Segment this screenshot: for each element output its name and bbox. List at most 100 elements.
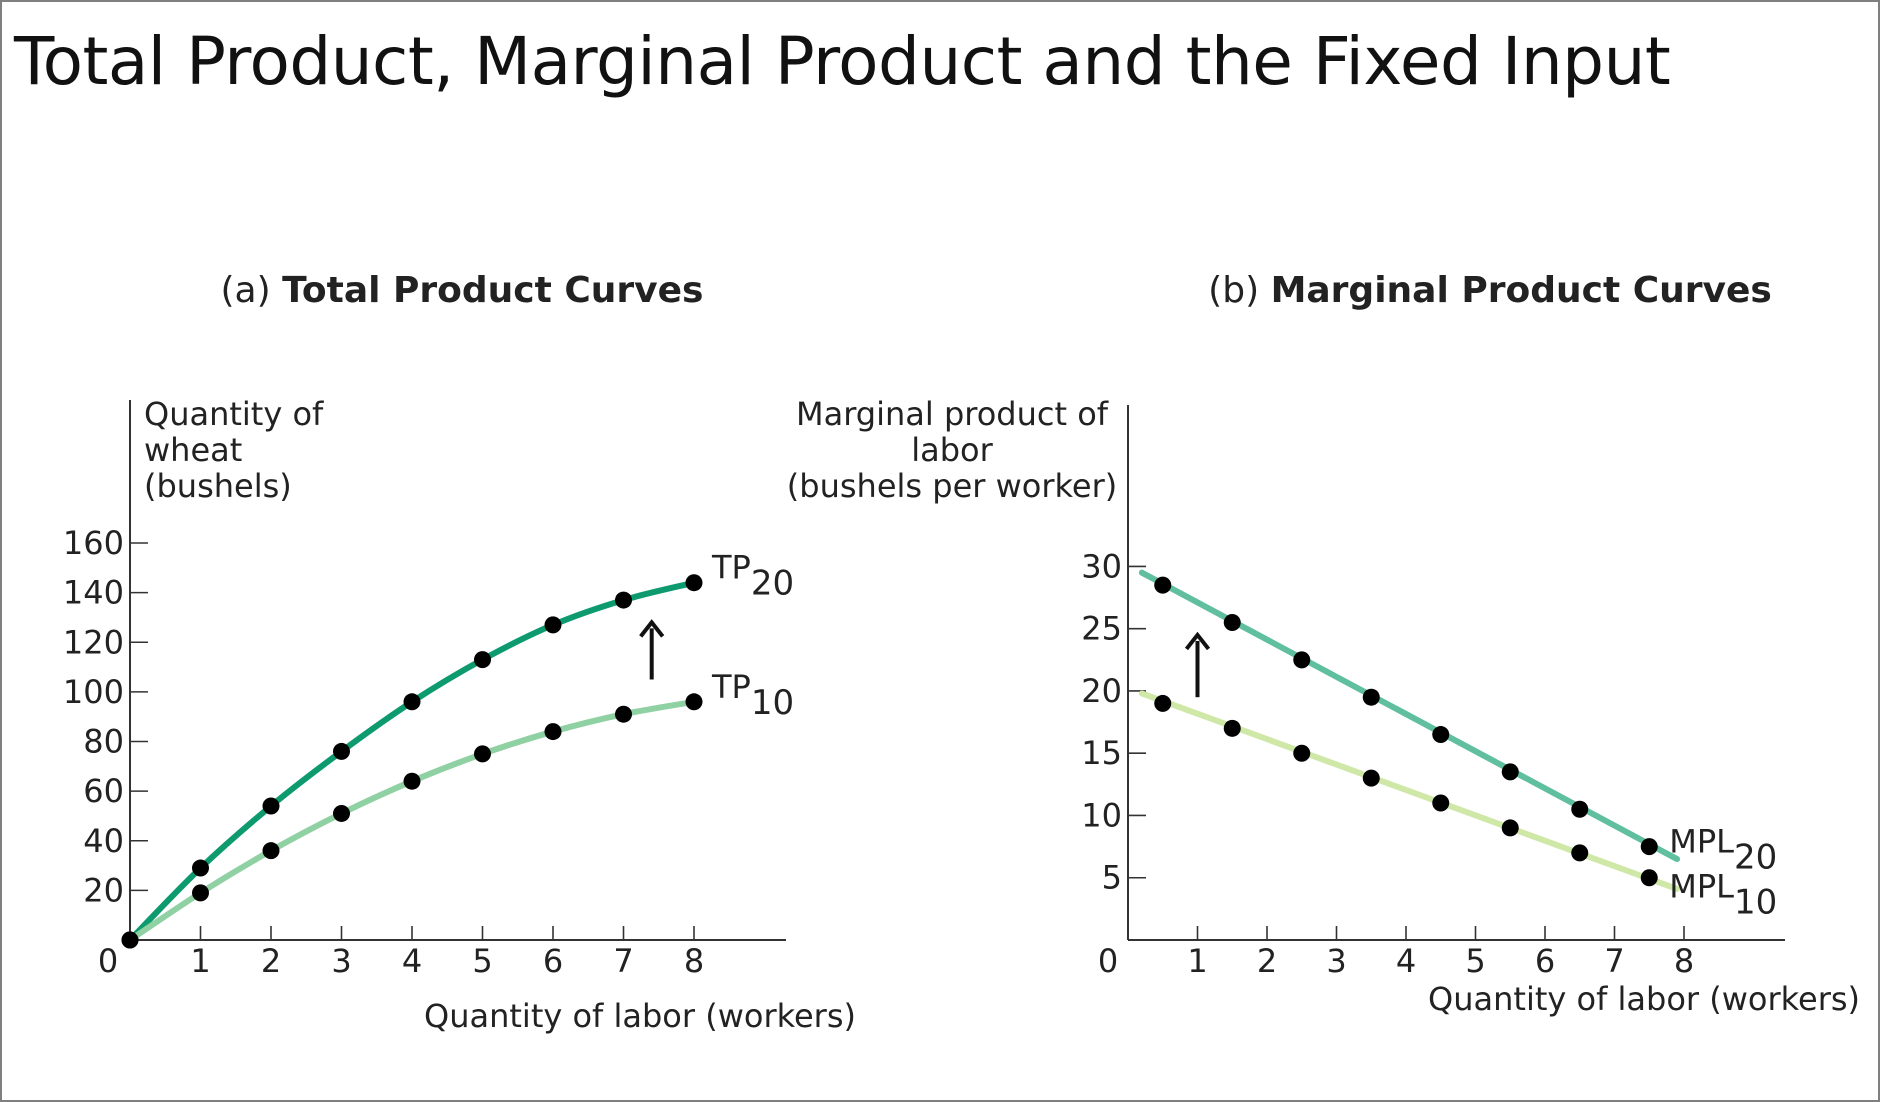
data-point-tp20-3 [262, 797, 280, 815]
series-label-subscript: 10 [751, 683, 794, 723]
data-point-tp10-5 [403, 772, 421, 790]
data-point-mpl10-3 [1293, 744, 1311, 762]
data-point-tp20-5 [403, 693, 421, 711]
data-point-mpl10-5 [1432, 794, 1450, 812]
x-tick-label-tp-7: 7 [613, 942, 633, 980]
y-tick-label-tp-160: 160 [63, 524, 124, 562]
y-tick-label-tp-40: 40 [83, 822, 124, 860]
series-label-subscript: 20 [751, 564, 794, 604]
origin-label-tp: 0 [98, 942, 118, 980]
data-point-mpl20-4 [1362, 688, 1380, 706]
x-tick-label-tp-6: 6 [543, 942, 563, 980]
data-point-tp10-9 [685, 693, 703, 711]
data-point-mpl20-8 [1640, 838, 1658, 856]
series-label-mpl20: MPL20 [1669, 823, 1777, 878]
data-point-tp20-2 [192, 859, 209, 877]
data-point-tp20-9 [685, 574, 703, 592]
y-tick-label-tp-100: 100 [63, 673, 124, 711]
data-point-mpl10-1 [1154, 694, 1172, 712]
shift-arrow-head-tp [639, 619, 665, 638]
marginal-product-chart: (b) Marginal Product Curves Marginal prod… [787, 270, 1860, 1018]
x-tick-label-mpl-8: 8 [1674, 942, 1694, 980]
data-point-tp10-7 [544, 723, 562, 741]
series-label-subscript: 10 [1734, 883, 1777, 923]
x-tick-label-mpl-4: 4 [1396, 942, 1416, 980]
data-point-tp10-4 [333, 804, 350, 822]
series-label-mpl10: MPL10 [1669, 868, 1777, 923]
series-label-name: MPL [1669, 823, 1734, 861]
data-point-mpl20-2 [1223, 613, 1241, 631]
data-point-tp10-1 [121, 931, 139, 949]
y-tick-label-mpl-15: 15 [1081, 734, 1122, 772]
series-line-mpl10 [1138, 690, 1681, 892]
x-axis-label-mpl: Quantity of labor (workers) [1428, 980, 1860, 1018]
chart-title-prefix: (b) [1208, 270, 1270, 311]
y-axis-label-mpl-line-2: labor [911, 431, 993, 469]
data-point-mpl20-5 [1432, 726, 1450, 744]
x-axis-label-tp: Quantity of labor (workers) [424, 997, 856, 1035]
x-tick-label-mpl-3: 3 [1326, 942, 1346, 980]
chart-title-name: Total Product Curves [282, 270, 703, 311]
data-point-mpl20-7 [1571, 800, 1589, 818]
series-label-tp10: TP10 [711, 668, 794, 723]
x-tick-label-mpl-6: 6 [1535, 942, 1555, 980]
y-tick-label-mpl-25: 25 [1081, 610, 1122, 648]
x-tick-label-tp-4: 4 [402, 942, 422, 980]
series-line-tp10 [127, 698, 697, 943]
y-tick-label-mpl-30: 30 [1081, 547, 1122, 585]
y-axis-label-tp-line-2: wheat [144, 431, 242, 469]
y-tick-label-tp-60: 60 [83, 772, 124, 810]
chart-title-tp: (a) Total Product Curves [221, 270, 704, 311]
series-label-name: MPL [1669, 868, 1734, 906]
x-tick-label-tp-8: 8 [684, 942, 704, 980]
total-product-chart: (a) Total Product Curves Quantity ofwheat… [63, 270, 856, 1035]
y-axis-label-tp-line-1: Quantity of [144, 395, 324, 433]
shift-arrow-head-mpl [1184, 631, 1211, 651]
y-tick-label-tp-80: 80 [83, 723, 124, 761]
chart-title-mpl: (b) Marginal Product Curves [1208, 270, 1772, 311]
data-point-tp10-3 [262, 842, 280, 860]
data-point-mpl10-7 [1571, 844, 1589, 862]
y-tick-label-mpl-5: 5 [1102, 859, 1122, 897]
chart-title-prefix: (a) [221, 270, 283, 311]
series-label-name: TP [711, 668, 751, 706]
data-point-tp20-6 [474, 651, 491, 669]
y-tick-label-mpl-20: 20 [1081, 672, 1122, 710]
x-tick-label-tp-1: 1 [190, 942, 210, 980]
data-point-mpl10-2 [1223, 719, 1241, 737]
data-point-mpl20-6 [1501, 763, 1519, 781]
data-point-mpl10-4 [1362, 769, 1380, 787]
y-axis-label-mpl-line-1: Marginal product of [796, 395, 1109, 433]
y-axis-label-mpl-line-3: (bushels per worker) [787, 467, 1117, 505]
data-point-tp20-7 [544, 616, 562, 634]
series-line-mpl20 [1138, 569, 1681, 863]
data-point-tp20-4 [333, 742, 350, 760]
data-point-mpl10-8 [1640, 869, 1658, 887]
x-tick-label-tp-3: 3 [331, 942, 351, 980]
series-label-name: TP [711, 549, 751, 587]
x-tick-label-tp-2: 2 [261, 942, 281, 980]
y-axis-label-tp-line-3: (bushels) [144, 467, 292, 505]
y-tick-label-tp-140: 140 [63, 574, 124, 612]
data-point-tp10-6 [474, 745, 491, 763]
data-point-mpl20-3 [1293, 651, 1311, 669]
x-tick-label-mpl-1: 1 [1187, 942, 1207, 980]
x-tick-label-mpl-2: 2 [1257, 942, 1277, 980]
y-tick-label-mpl-10: 10 [1081, 796, 1122, 834]
data-point-tp10-8 [615, 705, 632, 723]
series-label-tp20: TP20 [711, 549, 794, 604]
data-point-mpl20-1 [1154, 576, 1172, 594]
slide-title: Total Product, Marginal Product and the … [14, 23, 1671, 100]
y-tick-label-tp-20: 20 [83, 871, 124, 909]
data-point-tp10-2 [192, 884, 209, 902]
origin-label-mpl: 0 [1098, 942, 1118, 980]
x-tick-label-tp-5: 5 [472, 942, 492, 980]
data-point-tp20-8 [615, 591, 632, 609]
x-tick-label-mpl-7: 7 [1604, 942, 1624, 980]
series-label-subscript: 20 [1734, 838, 1777, 878]
chart-title-name: Marginal Product Curves [1271, 270, 1772, 311]
x-tick-label-mpl-5: 5 [1465, 942, 1485, 980]
data-point-mpl10-6 [1501, 819, 1519, 837]
